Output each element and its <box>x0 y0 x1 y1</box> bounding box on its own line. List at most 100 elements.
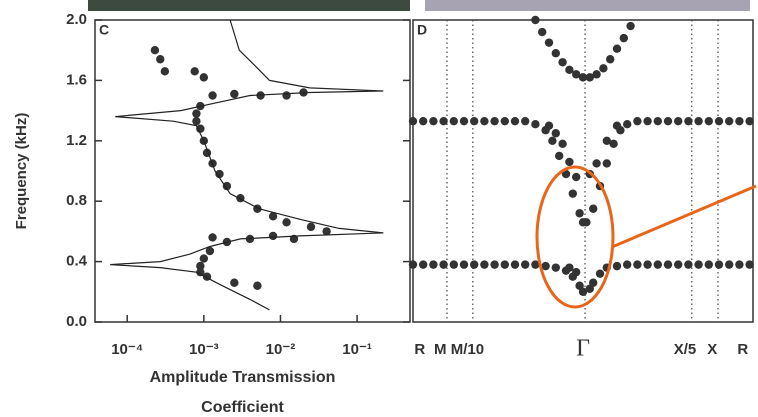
panel-label: C <box>99 22 109 38</box>
data-point <box>609 139 618 149</box>
panel-label: D <box>417 22 427 38</box>
data-point <box>735 116 744 126</box>
data-point <box>192 109 201 118</box>
data-point <box>190 67 199 76</box>
data-point <box>572 267 581 277</box>
data-point <box>230 278 239 287</box>
data-point <box>595 269 605 278</box>
data-point <box>561 169 571 179</box>
data-point <box>674 116 683 126</box>
data-point <box>745 260 754 269</box>
data-point <box>589 278 598 287</box>
data-point <box>459 116 469 126</box>
data-point <box>599 64 608 73</box>
data-point <box>653 116 662 126</box>
data-point <box>490 116 499 126</box>
data-point <box>490 260 499 269</box>
data-point <box>196 124 205 133</box>
data-point <box>643 116 652 126</box>
data-point <box>714 260 724 269</box>
data-point <box>565 157 574 167</box>
data-point <box>684 116 693 126</box>
data-point <box>568 189 577 198</box>
data-point <box>541 261 550 271</box>
data-point <box>674 260 683 269</box>
data-point <box>480 116 489 126</box>
y-tick-label: 0.0 <box>66 313 87 330</box>
data-point <box>199 73 209 82</box>
x-tick-label: 10⁻⁴ <box>111 341 143 358</box>
callout-line <box>611 184 757 249</box>
data-point <box>196 261 205 271</box>
data-point <box>510 260 520 269</box>
data-point <box>592 70 601 79</box>
data-point <box>156 55 165 64</box>
data-point <box>578 73 588 82</box>
x-tick-label: 10⁻¹ <box>342 341 372 358</box>
x-tick-label: 10⁻³ <box>189 341 219 358</box>
data-point <box>606 55 615 64</box>
data-point <box>521 116 530 126</box>
data-point <box>531 260 540 269</box>
y-tick-label: 0.4 <box>66 253 88 270</box>
data-point <box>572 172 581 182</box>
image-strip <box>88 0 410 11</box>
data-point <box>419 116 428 126</box>
data-point <box>429 116 438 126</box>
plot-frame <box>412 19 754 323</box>
data-point <box>694 260 703 269</box>
data-point <box>575 209 584 218</box>
data-point <box>663 116 673 126</box>
data-point <box>196 267 205 277</box>
data-point <box>282 91 291 100</box>
x-tick-label: X/5 <box>674 341 697 358</box>
data-point <box>551 129 560 138</box>
data-point <box>500 260 509 269</box>
plot-frame <box>94 19 411 323</box>
data-point <box>623 119 632 129</box>
data-point <box>565 263 574 272</box>
data-point <box>544 121 554 130</box>
data-point <box>199 254 209 263</box>
data-point <box>694 116 703 126</box>
data-point <box>306 222 316 232</box>
data-point <box>592 159 601 168</box>
data-point <box>714 116 724 126</box>
data-point <box>531 119 540 129</box>
data-point <box>480 260 489 269</box>
x-tick-label: Γ <box>576 336 590 362</box>
data-point <box>208 91 217 100</box>
data-point <box>572 70 581 79</box>
data-point <box>745 116 754 126</box>
data-point <box>500 116 509 126</box>
data-point <box>612 44 622 53</box>
data-point <box>578 287 588 296</box>
y-tick-label: 1.2 <box>66 132 87 149</box>
data-point <box>322 227 331 236</box>
data-point <box>735 260 744 269</box>
data-point <box>555 151 564 161</box>
data-point <box>150 46 160 55</box>
x-tick-label: 10⁻² <box>266 341 296 358</box>
image-strip <box>425 0 750 11</box>
data-point <box>612 121 622 130</box>
data-point <box>449 116 458 126</box>
x-axis-label: Amplitude Transmission <box>150 369 336 386</box>
data-point <box>160 67 170 76</box>
data-point <box>551 263 560 272</box>
y-tick-label: 2.0 <box>66 11 87 28</box>
data-point <box>230 89 239 99</box>
data-point <box>623 260 632 269</box>
data-point <box>268 231 278 241</box>
data-point <box>684 260 693 269</box>
data-point <box>470 260 479 269</box>
data-point <box>538 27 547 37</box>
x-tick-label: X <box>707 341 717 358</box>
data-point <box>521 260 530 269</box>
data-point <box>643 260 652 269</box>
theory-curve <box>110 19 384 311</box>
data-point <box>626 21 635 31</box>
data-point <box>585 73 594 82</box>
data-point <box>459 260 469 269</box>
